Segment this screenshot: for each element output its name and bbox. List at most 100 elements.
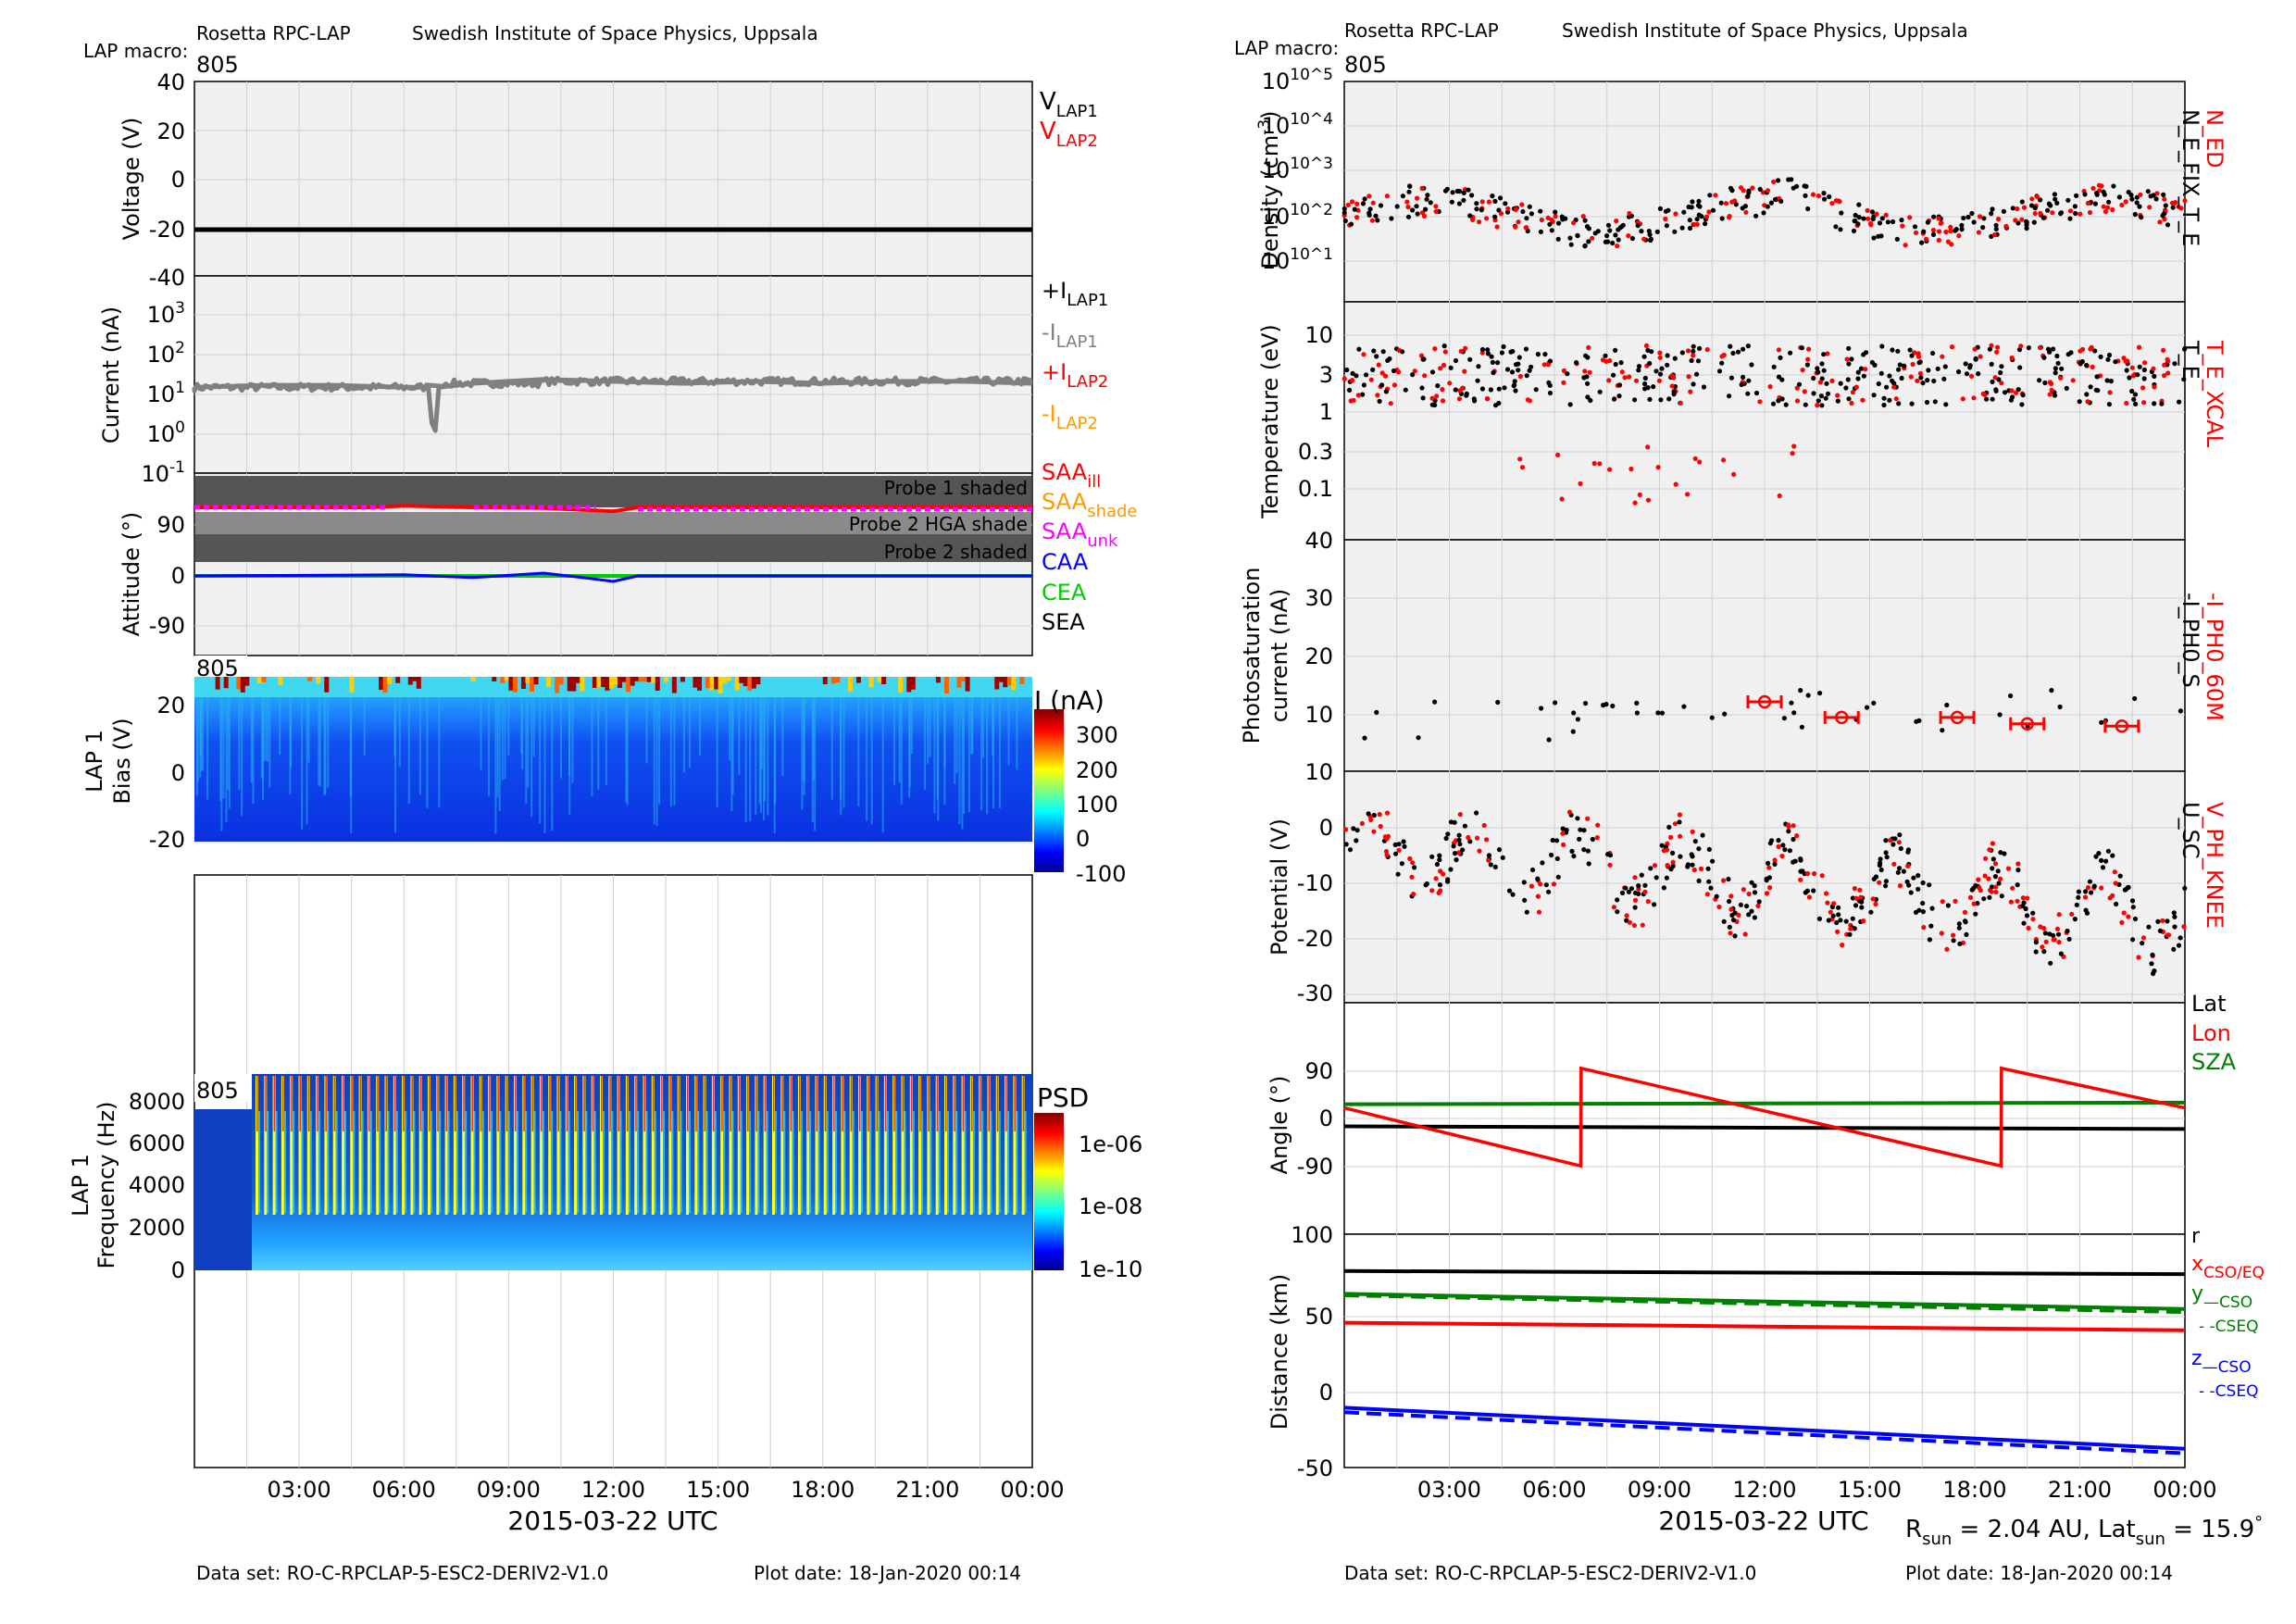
density-point: [1687, 225, 1693, 231]
psd-stripe-yellow: [832, 1076, 836, 1215]
psd-cbar-tick: 1e-10: [1079, 1256, 1142, 1282]
potential-point: [2129, 898, 2136, 904]
density-ytick: 1010^5: [1262, 66, 1333, 94]
temperature-point: [1971, 395, 1977, 401]
potential-point: [1920, 909, 1926, 915]
psd-stripe-cyan: [895, 1111, 898, 1213]
psd-heatmap-stripes: [256, 1076, 1027, 1215]
potential-point: [1990, 856, 1996, 862]
right-panels: [1341, 81, 2188, 1468]
psd-stripe-cyan: [998, 1111, 1001, 1213]
potential-point: [1840, 943, 1845, 948]
sweep-stripe: [363, 697, 366, 756]
potential-point: [1433, 876, 1439, 881]
voltage-ytick: -40: [149, 265, 185, 291]
potential-point: [2112, 869, 2117, 875]
potential-point: [1920, 900, 1926, 906]
potential-point: [1677, 812, 1682, 818]
sweep-ytick: -20: [149, 827, 185, 853]
temperature-point: [2141, 400, 2147, 406]
temperature-point: [1603, 358, 1609, 364]
density-point: [2096, 182, 2102, 188]
temperature-point: [1918, 375, 1924, 381]
potential-point: [1944, 946, 1950, 952]
sweep-hot-cell: [630, 677, 635, 686]
photosat-point: [1791, 710, 1797, 716]
sweep-stripe: [992, 697, 994, 756]
sweep-stripe: [801, 697, 804, 810]
temperature-point: [1555, 452, 1561, 457]
potential-point: [1928, 923, 1934, 929]
temperature-point: [1691, 348, 1696, 354]
temperature-point: [1907, 347, 1913, 353]
psd-stripe-cyan: [783, 1111, 786, 1213]
temperature-point: [2085, 399, 2090, 405]
psd-stripe-yellow: [625, 1076, 629, 1215]
potential-point: [1805, 870, 1811, 877]
potential-point: [2160, 918, 2165, 924]
potential-point: [1811, 888, 1816, 893]
density-point: [1492, 198, 1498, 204]
psd-stripe-cyan: [921, 1111, 924, 1213]
temperature-point: [1896, 367, 1902, 372]
potential-point: [1445, 831, 1451, 837]
temperature-point: [2077, 399, 2082, 405]
density-point: [1635, 223, 1641, 229]
potential-point: [1728, 893, 1734, 899]
density-point: [1410, 207, 1416, 213]
potential-point: [1989, 884, 1995, 890]
potential-point: [2082, 894, 2089, 900]
potential-point: [1488, 862, 1493, 868]
density-point: [1366, 194, 1372, 199]
temperature-point: [1585, 394, 1591, 400]
xtick-right: 06:00: [1522, 1477, 1586, 1503]
psd-stripe-cyan: [878, 1111, 880, 1213]
psd-stripe-yellow: [617, 1076, 620, 1215]
potential-point: [1892, 836, 1898, 842]
temperature-point: [1863, 350, 1869, 356]
psd-stripe-red: [445, 1076, 448, 1131]
temperature-point: [1976, 371, 1981, 377]
photosat-point: [1798, 688, 1803, 693]
temperature-point: [1529, 364, 1534, 369]
potential-point: [2177, 935, 2183, 941]
density-point: [2003, 223, 2009, 229]
temperature-point: [1695, 358, 1702, 364]
temperature-point: [2152, 373, 2157, 379]
sweep-stripe: [755, 697, 757, 815]
psd-stripe-yellow: [737, 1076, 741, 1215]
psd-stripe-cyan: [318, 1111, 321, 1213]
temperature-point: [2135, 372, 2140, 378]
sweep-cbar-tick: 0: [1076, 826, 1090, 852]
density-point: [1971, 219, 1977, 225]
density-point: [1943, 229, 1949, 235]
potential-ytick: 0: [1319, 815, 1333, 841]
temperature-point: [1802, 389, 1807, 394]
potential-point: [1998, 850, 2003, 856]
potential-point: [1755, 903, 1761, 909]
psd-stripe-red: [393, 1076, 396, 1131]
potential-point: [2084, 910, 2090, 916]
potential-point: [1492, 864, 1498, 870]
density-point: [1568, 242, 1574, 247]
temperature-point: [1440, 387, 1445, 393]
potential-point: [1704, 892, 1710, 897]
temperature-point: [1956, 369, 1962, 375]
sweep-ytick: 0: [171, 760, 185, 786]
temperature-point: [1519, 465, 1526, 470]
psd-stripe-cyan: [619, 1111, 622, 1213]
temperature-point: [2049, 381, 2054, 386]
psd-stripe-cyan: [379, 1111, 381, 1213]
voltage-ytick: 0: [171, 167, 185, 193]
density-point: [1907, 215, 1913, 220]
sweep-hot-cell: [382, 677, 388, 693]
photosat-red-point: [1834, 710, 1849, 725]
density-point: [2151, 193, 2156, 198]
temperature-point: [1876, 381, 1881, 387]
psd-stripe-cyan: [663, 1111, 666, 1213]
density-point: [1580, 214, 1586, 219]
temperature-point: [1791, 443, 1797, 449]
legend-sea: SEA: [1042, 609, 1085, 635]
sweep-hot-cell: [965, 677, 970, 692]
psd-stripe-cyan: [465, 1111, 468, 1213]
